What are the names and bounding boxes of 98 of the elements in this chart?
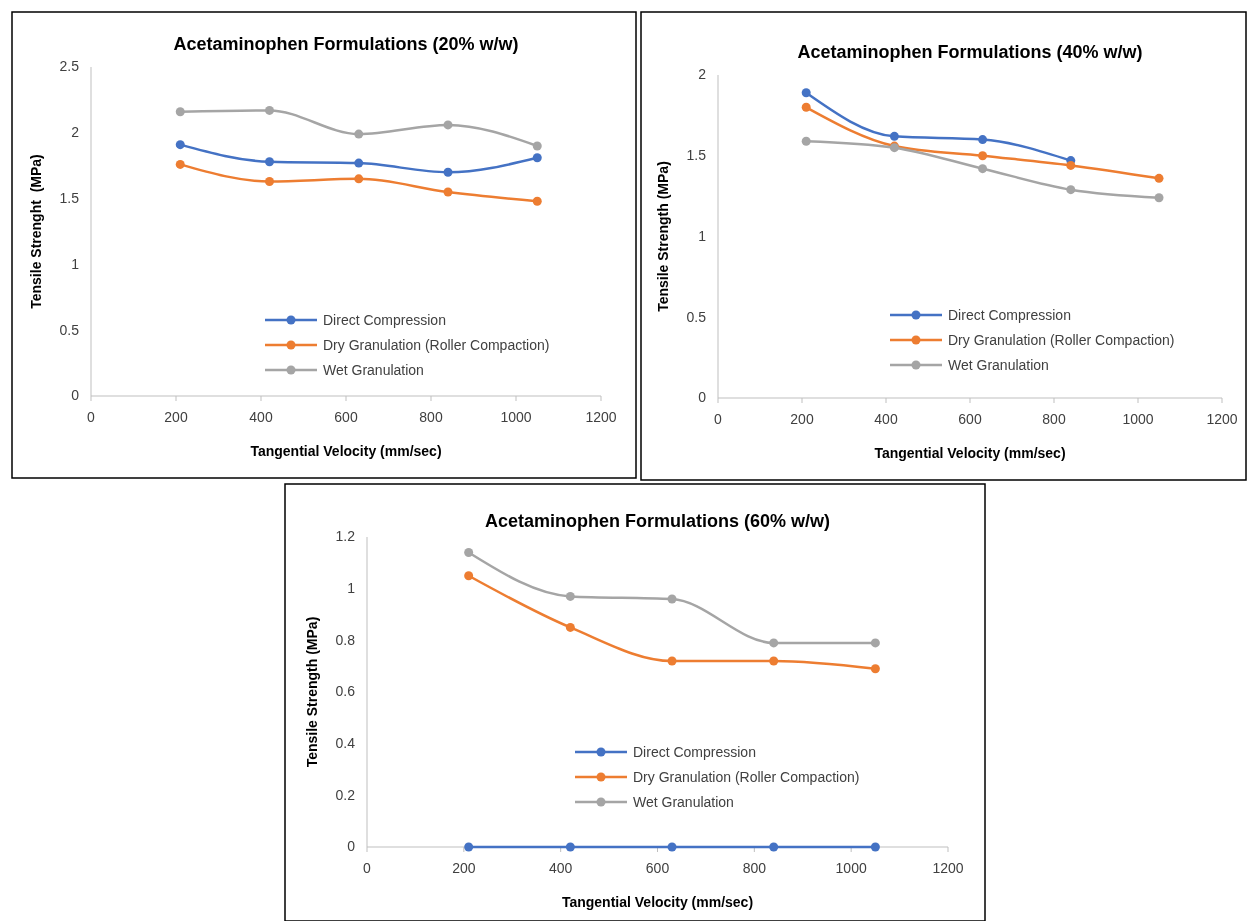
point: [978, 135, 988, 145]
point: [565, 591, 575, 601]
point: [354, 129, 364, 139]
y-axis-title: Tensile Strength (MPa): [304, 616, 320, 768]
y-tick-label: 0.5: [59, 321, 80, 338]
x-tick-label: 1200: [1206, 410, 1238, 427]
legend-label: Wet Granulation: [633, 794, 734, 810]
point: [801, 88, 811, 98]
x-axis-title: Tangential Velocity (mm/sec): [874, 445, 1066, 461]
y-tick-label: 0: [347, 838, 356, 855]
point: [464, 548, 474, 557]
x-axis-title: Tangential Velocity (mm/sec): [250, 443, 442, 459]
x-tick-label: 800: [419, 408, 443, 425]
y-tick-label: 0.6: [335, 683, 356, 700]
point: [354, 158, 364, 168]
chart-title: Acetaminophen Formulations (40% w/w): [797, 42, 1143, 62]
x-tick-label: 200: [452, 859, 476, 876]
y-tick-label: 1.2: [335, 528, 356, 545]
y-tick-label: 1: [347, 580, 356, 597]
legend-label: Dry Granulation (Roller Compaction): [323, 337, 550, 353]
x-tick-label: 600: [334, 408, 358, 425]
legend-label: Direct Compression: [323, 312, 446, 328]
y-tick-label: 0.2: [335, 786, 356, 803]
chart-title: Acetaminophen Formulations (60% w/w): [484, 511, 831, 531]
x-tick-label: 0: [714, 410, 723, 427]
point: [443, 120, 453, 130]
point: [175, 107, 185, 117]
y-tick-label: 0.5: [686, 308, 707, 325]
legend-label: Wet Granulation: [323, 362, 424, 378]
y-tick-label: 0: [71, 387, 80, 404]
point: [769, 842, 779, 852]
point: [354, 174, 364, 184]
point: [175, 140, 185, 150]
y-axis-title: Tensile Strenght (MPa): [28, 154, 44, 309]
point: [801, 102, 811, 112]
point: [870, 664, 880, 674]
x-tick-label: 1200: [932, 859, 964, 876]
point: [667, 594, 677, 604]
point: [667, 842, 677, 852]
point: [1066, 185, 1076, 195]
point: [265, 157, 274, 167]
x-tick-label: 0: [363, 859, 372, 876]
point: [175, 159, 185, 169]
point: [532, 141, 542, 151]
x-axis-title: Tangential Velocity (mm/sec): [561, 894, 754, 910]
y-tick-label: 2.5: [59, 58, 80, 75]
point: [1154, 173, 1164, 183]
y-tick-label: 1.5: [686, 147, 707, 164]
point: [801, 136, 811, 146]
point: [667, 656, 677, 666]
x-tick-label: 1000: [1122, 410, 1154, 427]
point: [265, 105, 274, 115]
point: [532, 153, 542, 163]
point: [978, 151, 988, 161]
point: [870, 842, 880, 852]
chart-title: Acetaminophen Formulations (20% w/w): [173, 34, 519, 54]
legend-label: Dry Granulation (Roller Compaction): [633, 769, 860, 785]
y-axis-title: Tensile Strength (MPa): [655, 161, 671, 312]
point: [464, 842, 474, 852]
x-tick-label: 400: [874, 410, 898, 427]
y-tick-label: 1: [698, 227, 707, 244]
x-tick-label: 1200: [585, 408, 617, 425]
point: [1066, 160, 1076, 170]
x-tick-label: 1000: [835, 859, 867, 876]
x-tick-label: 400: [548, 859, 573, 876]
x-tick-label: 1000: [500, 408, 532, 425]
legend-label: Direct Compression: [948, 307, 1071, 323]
x-tick-label: 600: [645, 859, 670, 876]
point: [978, 164, 988, 174]
y-tick-label: 0: [698, 389, 707, 406]
point: [443, 167, 453, 177]
y-tick-label: 1: [71, 255, 80, 272]
point: [565, 842, 575, 852]
x-tick-label: 0: [87, 408, 96, 425]
y-tick-label: 0.8: [335, 631, 356, 648]
x-tick-label: 600: [958, 410, 982, 427]
point: [265, 176, 274, 186]
legend-label: Dry Granulation (Roller Compaction): [948, 332, 1175, 348]
y-tick-label: 0.4: [335, 735, 356, 752]
point: [769, 638, 779, 648]
x-tick-label: 800: [742, 859, 767, 876]
point: [889, 131, 899, 141]
legend-label: Wet Granulation: [948, 357, 1049, 373]
y-tick-label: 2: [698, 66, 707, 83]
point: [870, 638, 880, 648]
point: [443, 187, 453, 197]
x-tick-label: 400: [249, 408, 273, 425]
point: [1154, 193, 1164, 203]
x-tick-label: 800: [1042, 410, 1066, 427]
point: [464, 571, 474, 581]
y-tick-label: 1.5: [59, 190, 80, 207]
x-tick-label: 200: [790, 410, 814, 427]
legend-label: Direct Compression: [633, 744, 756, 760]
y-tick-label: 2: [71, 124, 80, 141]
point: [565, 622, 575, 632]
point: [532, 196, 542, 206]
x-tick-label: 200: [164, 408, 188, 425]
point: [769, 656, 779, 666]
